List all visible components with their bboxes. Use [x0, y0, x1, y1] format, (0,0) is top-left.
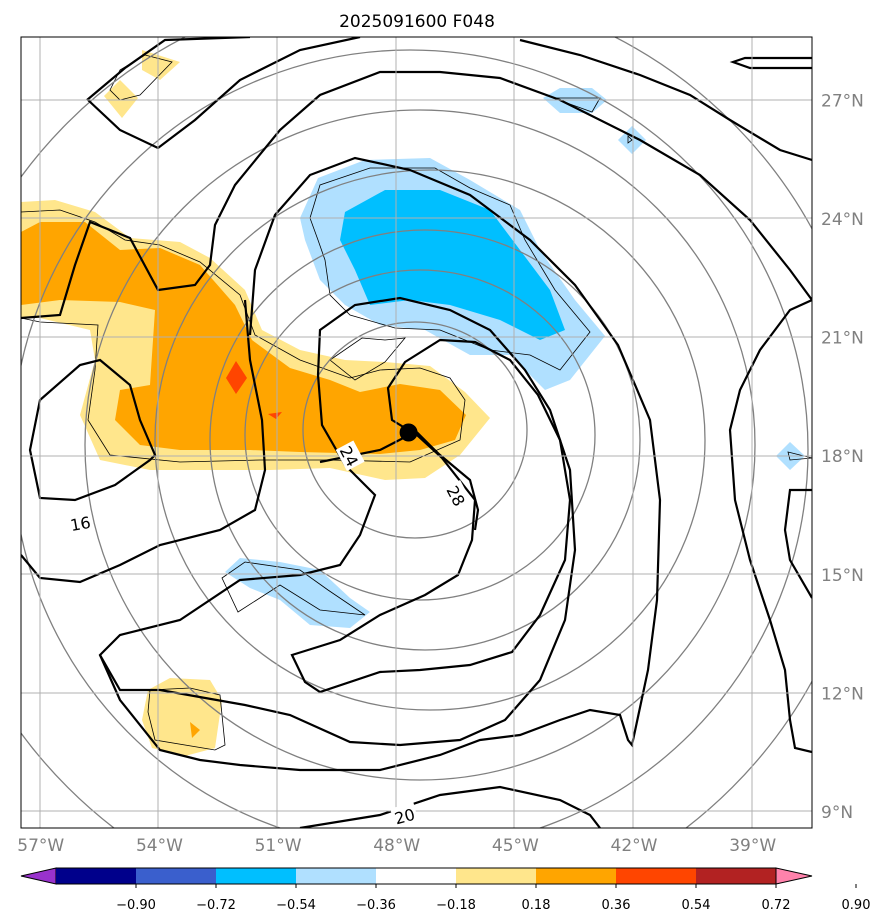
- center-marker-layer: [399, 423, 418, 442]
- fill-positive-light-nw2: [104, 80, 138, 118]
- x-tick-labels: 57°W 54°W 51°W 48°W 45°W 42°W 39°W: [17, 836, 776, 856]
- colorbar-segment: [296, 868, 376, 884]
- colorbar-segment: [216, 868, 296, 884]
- contour-label-bg: [66, 510, 94, 535]
- colorbar-tick-label: 0.90: [842, 898, 871, 913]
- y-tick-label: 18°N: [821, 447, 864, 467]
- storm-center-marker: [399, 423, 418, 442]
- track-line: [416, 431, 471, 481]
- colorbar-tick-label: −0.54: [276, 898, 316, 913]
- colorbar-segment: [696, 868, 776, 884]
- x-tick-label: 51°W: [255, 836, 302, 856]
- colorbar-tick-label: 0.36: [602, 898, 631, 913]
- colorbar-segment: [56, 868, 136, 884]
- colorbar-tick-label: −0.18: [436, 898, 476, 913]
- colorbar-tick-label: −0.90: [116, 898, 156, 913]
- fill-positive-red-2: [268, 412, 282, 419]
- contour-label: 20: [392, 805, 417, 829]
- gridlines: [21, 37, 812, 828]
- colorbar-segment: [136, 868, 216, 884]
- fill-positive-light-nw: [142, 50, 180, 80]
- contour-label-bg: [335, 440, 365, 472]
- colorbar-segment: [376, 868, 456, 884]
- colorbar-tick-label: −0.72: [196, 898, 236, 913]
- colorbar: −0.90 −0.72 −0.54 −0.36 −0.18 0.18 0.36 0.54 0.7…: [20, 867, 871, 913]
- thick-contours: [21, 37, 812, 828]
- contour-label-bg: [390, 802, 419, 828]
- x-tick-label: 39°W: [729, 836, 776, 856]
- y-tick-label: 9°N: [821, 803, 853, 823]
- x-tick-label: 45°W: [492, 836, 539, 856]
- contour-label: 16: [69, 513, 92, 535]
- colorbar-segment: [616, 868, 696, 884]
- x-tick-label: 54°W: [136, 836, 183, 856]
- y-tick-labels: 27°N 24°N 21°N 18°N 15°N 12°N 9°N: [821, 91, 864, 823]
- x-tick-label: 57°W: [17, 836, 64, 856]
- colorbar-segment: [536, 868, 616, 884]
- colorbar-segment: [456, 868, 536, 884]
- y-tick-label: 15°N: [821, 566, 864, 586]
- y-tick-label: 27°N: [821, 91, 864, 111]
- colorbar-tick-label: 0.54: [682, 898, 711, 913]
- colorbar-extend-low: [20, 867, 57, 885]
- thin-contours: [21, 54, 812, 751]
- fill-positive-orange-sw: [190, 722, 200, 738]
- colorbar-tick-label: −0.36: [356, 898, 396, 913]
- y-tick-label: 24°N: [821, 210, 864, 230]
- x-tick-label: 42°W: [611, 836, 658, 856]
- colorbar-extend-high: [775, 867, 813, 885]
- contour-label-bg: [442, 480, 472, 511]
- y-tick-label: 12°N: [821, 685, 864, 705]
- chart-title: 2025091600 F048: [339, 12, 495, 32]
- fill-positive-red-1: [226, 361, 247, 394]
- x-tick-label: 48°W: [373, 836, 420, 856]
- colorbar-tick-label: 0.72: [762, 898, 791, 913]
- map-frame: [20, 36, 813, 829]
- colorbar-tick-label: 0.18: [522, 898, 551, 913]
- y-tick-label: 21°N: [821, 329, 864, 349]
